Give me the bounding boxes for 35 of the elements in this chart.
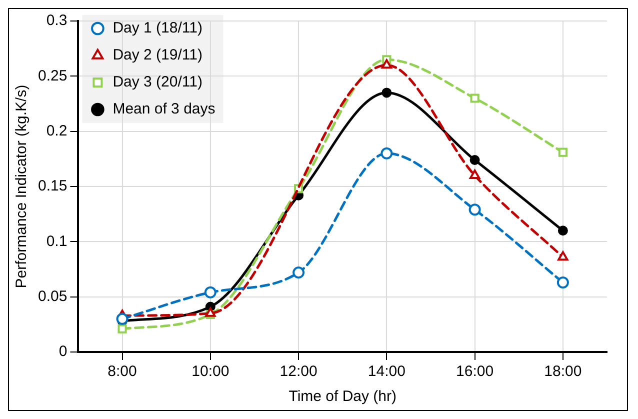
point: [381, 59, 392, 69]
y-tick-label: 0.1: [46, 232, 68, 250]
x-tick-label: 14:00: [368, 363, 406, 380]
point: [558, 226, 568, 236]
point: [470, 155, 480, 166]
y-tick-label: 0: [58, 343, 68, 360]
point: [118, 324, 127, 334]
y-tick-label: 0.3: [46, 12, 68, 30]
point: [292, 266, 305, 279]
y-tick-label: 0.15: [38, 178, 68, 195]
x-tick-label: 16:00: [456, 363, 494, 380]
x-tick-label: 8:00: [108, 363, 137, 380]
x-tick-label: 18:00: [544, 363, 582, 380]
point: [116, 312, 128, 325]
legend-label: Day 2 (19/11): [112, 46, 202, 64]
point: [470, 94, 480, 103]
y-tick-label: 0.2: [46, 122, 68, 140]
point: [204, 286, 216, 298]
point: [205, 307, 216, 317]
point: [380, 147, 393, 160]
point: [556, 276, 569, 288]
point: [558, 251, 568, 261]
y-tick-label: 0.05: [38, 288, 68, 305]
x-tick-label: 12:00: [280, 363, 318, 380]
y-axis-title: Performance Indicator (kg.K/s): [13, 84, 30, 288]
legend-label: Day 3 (20/11): [112, 74, 202, 91]
point: [468, 204, 481, 216]
x-axis-title: Time of Day (hr): [288, 388, 396, 406]
point: [558, 148, 568, 157]
point: [469, 169, 480, 179]
point: [382, 88, 392, 98]
y-tick-label: 0.25: [38, 67, 68, 84]
legend-label: Mean of 3 days: [112, 100, 216, 118]
x-tick-label: 10:00: [192, 363, 230, 380]
legend-label: Day 1 (18/11): [112, 20, 202, 37]
